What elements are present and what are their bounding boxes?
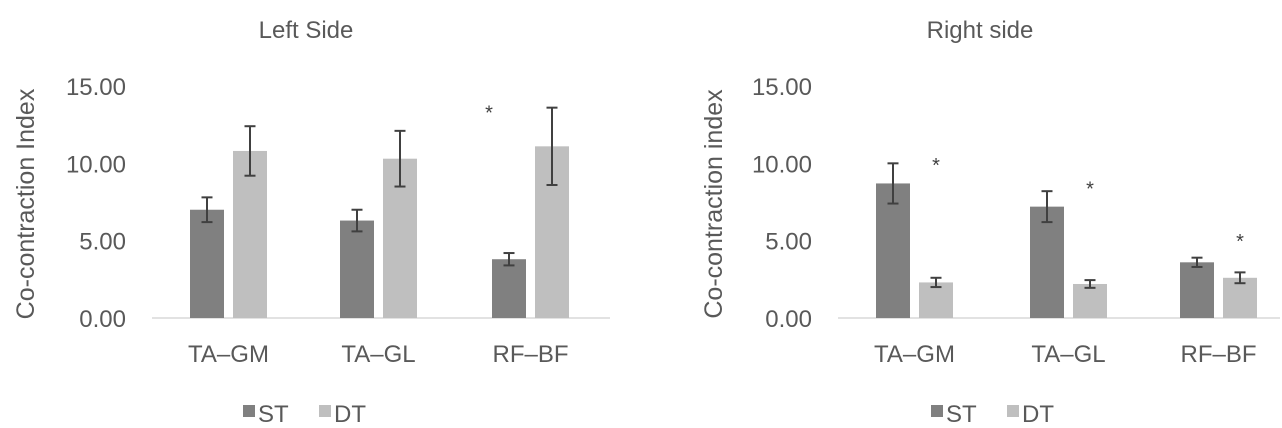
legend-label: ST	[258, 401, 289, 428]
bar-dt	[233, 150, 267, 318]
y-tick-label: 5.00	[79, 229, 126, 256]
error-bar	[930, 276, 942, 289]
legend-item-dt: DT	[319, 401, 366, 428]
right-side-chart: Right side Co-contraction index 0.00 5.00 10…	[700, 17, 1280, 428]
significance-star: *	[485, 103, 493, 125]
error-bar	[201, 196, 213, 224]
x-tick-label: TA–GM	[874, 341, 955, 368]
y-tick-label: 5.00	[765, 229, 812, 256]
bar-dt	[1073, 283, 1107, 318]
legend-label: DT	[334, 401, 366, 428]
error-bar	[887, 162, 899, 205]
bar-dt	[919, 282, 953, 318]
bar-st	[1180, 262, 1214, 318]
bar-dt	[1223, 277, 1257, 318]
legend-item-st: ST	[931, 401, 977, 428]
y-tick-label: 15.00	[752, 74, 812, 101]
legend-label: DT	[1022, 401, 1054, 428]
bar-st	[1030, 206, 1064, 318]
x-tick-label: TA–GL	[1031, 341, 1105, 368]
significance-star: *	[932, 155, 940, 177]
legend-item-dt: DT	[1007, 401, 1054, 428]
x-tick-label: TA–GM	[188, 341, 269, 368]
significance-star: *	[1086, 178, 1094, 200]
x-tick-label: RF–BF	[492, 341, 568, 368]
bar-st	[492, 259, 526, 318]
error-bar	[1191, 256, 1203, 268]
legend-swatch	[319, 405, 331, 417]
chart-title: Left Side	[259, 17, 354, 44]
y-tick-label: 15.00	[66, 74, 126, 101]
x-tick-label: TA–GL	[341, 341, 415, 368]
error-bar	[503, 252, 515, 267]
bar-st	[340, 220, 374, 318]
error-bar	[244, 125, 256, 177]
left-side-chart: Left Side Co-contraction Index 0.00 5.00 10.…	[12, 17, 610, 428]
y-axis-label: Co-contraction Index	[12, 88, 40, 319]
legend-swatch	[931, 405, 943, 417]
y-tick-label: 10.00	[66, 151, 126, 178]
legend-label: ST	[946, 401, 977, 428]
error-bar	[1234, 271, 1246, 285]
legend-swatch	[1007, 405, 1019, 417]
error-bar	[1041, 190, 1053, 224]
legend-item-st: ST	[243, 401, 289, 428]
error-bar	[1084, 279, 1096, 289]
bar-st	[190, 209, 224, 318]
error-bar	[394, 129, 406, 188]
error-bar	[546, 106, 558, 186]
bar-st	[876, 183, 910, 318]
chart-title: Right side	[927, 17, 1034, 44]
y-tick-label: 10.00	[752, 151, 812, 178]
error-bar	[351, 208, 363, 233]
significance-star: *	[1236, 231, 1244, 253]
x-tick-label: RF–BF	[1180, 341, 1256, 368]
legend-swatch	[243, 405, 255, 417]
y-tick-label: 0.00	[79, 306, 126, 333]
y-tick-label: 0.00	[765, 306, 812, 333]
y-axis-label: Co-contraction index	[700, 89, 728, 319]
